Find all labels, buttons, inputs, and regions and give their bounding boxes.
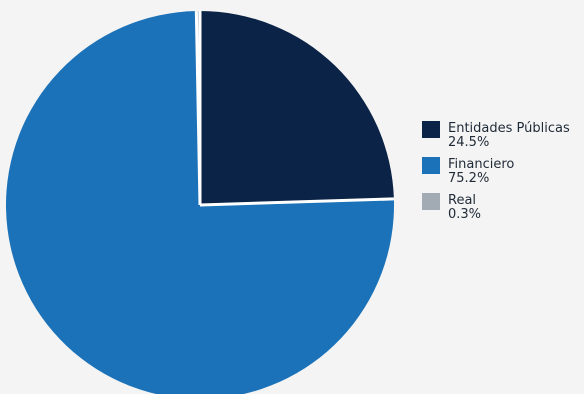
legend-item-real[interactable]: Real 0.3% (422, 193, 584, 229)
legend-value-real: 0.3% (448, 207, 482, 222)
legend-item-entidades-publicas[interactable]: Entidades Públicas 24.5% (422, 121, 584, 157)
pie-slice-financiero[interactable] (6, 11, 394, 394)
legend-label-entidades-publicas: Entidades Públicas (448, 121, 570, 136)
legend-swatch-financiero (422, 157, 440, 174)
pie-slice-entidades-publicas[interactable] (200, 11, 394, 205)
slice-separator (199, 197, 394, 207)
legend-label-financiero: Financiero (448, 157, 515, 172)
slice-separator (194, 11, 202, 206)
legend-swatch-real (422, 193, 440, 210)
legend-item-financiero[interactable]: Financiero 75.2% (422, 157, 584, 193)
legend-swatch-entidades-publicas (422, 121, 440, 138)
legend: Entidades Públicas 24.5% Financiero 75.2… (422, 121, 584, 229)
legend-label-real: Real (448, 193, 477, 208)
legend-value-entidades-publicas: 24.5% (448, 135, 490, 150)
legend-value-financiero: 75.2% (448, 171, 490, 186)
